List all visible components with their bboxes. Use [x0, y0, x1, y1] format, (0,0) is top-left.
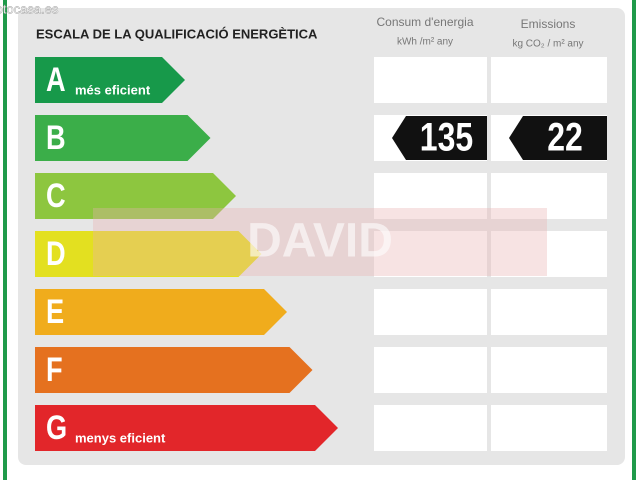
- cell: [491, 405, 607, 451]
- cell: [374, 405, 487, 451]
- cell: [374, 289, 487, 335]
- rating-arrow: [35, 115, 211, 161]
- rating-arrow: [35, 231, 262, 277]
- cell: [491, 289, 607, 335]
- border-right: [632, 0, 636, 480]
- rating-arrow: [35, 173, 236, 219]
- value-badge: [509, 116, 607, 160]
- value-text: 22: [547, 114, 583, 159]
- cell: [491, 57, 607, 103]
- cell: [374, 347, 487, 393]
- rating-arrow: [35, 57, 185, 103]
- rating-label: més eficient: [75, 82, 151, 97]
- rating-letter: F: [46, 350, 63, 389]
- rating-arrow: [35, 289, 287, 335]
- column-unit: kWh /m² any: [397, 37, 453, 48]
- rating-letter: G: [46, 408, 67, 447]
- rating-letter: D: [46, 234, 66, 273]
- column-title: Emissions: [521, 17, 576, 31]
- rating-arrow: [35, 405, 338, 451]
- value-text: 135: [420, 114, 473, 159]
- cell: [374, 231, 487, 277]
- rating-letter: E: [46, 292, 64, 331]
- rating-letter: A: [46, 60, 66, 99]
- cell: [491, 173, 607, 219]
- overlay-box: [93, 208, 547, 276]
- overlay-text: DAVID: [247, 215, 393, 268]
- column-unit: kg CO₂ / m² any: [512, 39, 583, 50]
- watermark: fotocasa.es: [0, 1, 59, 16]
- rating-letter: C: [46, 176, 66, 215]
- cell: [374, 57, 487, 103]
- rating-arrow: [35, 347, 313, 393]
- cell: [374, 173, 487, 219]
- cell: [491, 231, 607, 277]
- cell: [491, 347, 607, 393]
- rating-letter: B: [46, 118, 66, 157]
- column-title: Consum d'energia: [376, 15, 473, 29]
- title: ESCALA DE LA QUALIFICACIÓ ENERGÈTICA: [36, 26, 318, 41]
- rating-label: menys eficient: [75, 430, 166, 445]
- border-left: [3, 0, 7, 480]
- value-badge: [392, 116, 487, 160]
